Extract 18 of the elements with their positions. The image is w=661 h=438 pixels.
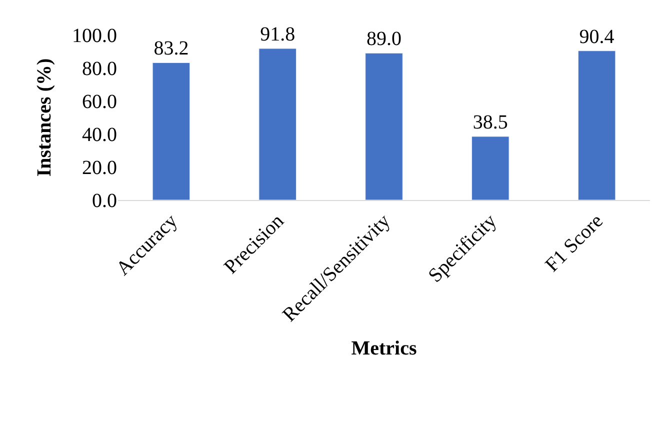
data-label: 83.2: [154, 38, 189, 60]
bar: [578, 50, 616, 200]
y-tick-label: 0.0: [92, 190, 117, 212]
y-tick-label: 40.0: [82, 124, 117, 146]
y-tick-label: 100.0: [72, 25, 117, 47]
bar: [258, 48, 296, 200]
y-tick-label: 80.0: [82, 58, 117, 80]
x-axis-title: Metrics: [351, 338, 417, 360]
bar: [152, 62, 190, 200]
bar: [472, 136, 510, 200]
y-axis-title: Instances (%): [34, 58, 56, 177]
bar: [365, 52, 403, 200]
data-label: 38.5: [472, 111, 508, 134]
y-tick-label: 60.0: [82, 91, 117, 113]
data-label: 89.0: [366, 28, 402, 50]
data-label: 90.4: [579, 26, 614, 48]
y-tick-label: 20.0: [82, 157, 117, 179]
data-label: 91.8: [260, 24, 296, 46]
